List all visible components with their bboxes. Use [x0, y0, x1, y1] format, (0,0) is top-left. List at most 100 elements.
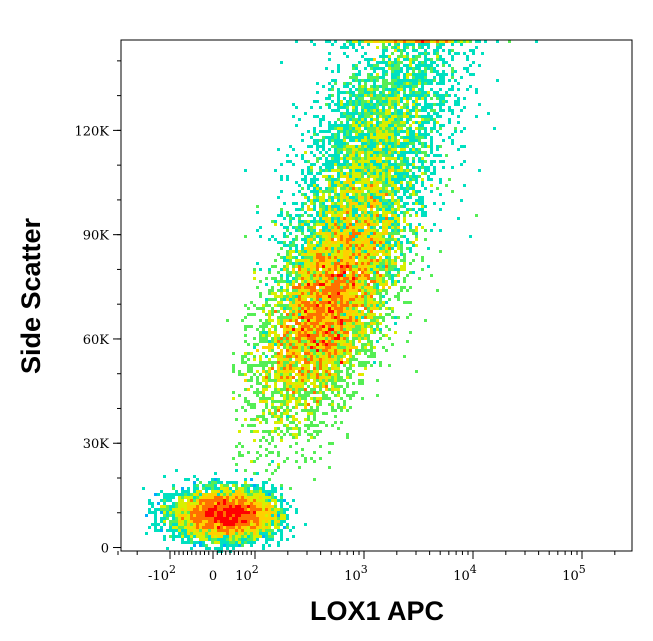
density-cell [298, 373, 301, 376]
density-cell [295, 208, 298, 211]
density-cell [427, 175, 430, 178]
density-cell [256, 349, 259, 352]
density-cell [379, 217, 382, 220]
density-cell [418, 67, 421, 70]
density-cell [328, 370, 331, 373]
density-cell [382, 97, 385, 100]
density-cell [322, 301, 325, 304]
density-cell [244, 493, 247, 496]
density-cell [376, 154, 379, 157]
density-cell [220, 487, 223, 490]
density-cell [310, 322, 313, 325]
density-cell [325, 238, 328, 241]
density-cell [322, 349, 325, 352]
density-cell [388, 199, 391, 202]
density-cell [319, 298, 322, 301]
density-cell [358, 274, 361, 277]
density-cell [409, 85, 412, 88]
density-cell [307, 235, 310, 238]
density-cell [331, 277, 334, 280]
density-cell [430, 136, 433, 139]
density-cell [247, 490, 250, 493]
density-cell [367, 271, 370, 274]
density-cell [412, 208, 415, 211]
density-cell [355, 316, 358, 319]
density-cell [382, 67, 385, 70]
density-cell [376, 223, 379, 226]
density-cell [310, 436, 313, 439]
density-cell [325, 355, 328, 358]
density-cell [397, 292, 400, 295]
density-cell [358, 226, 361, 229]
density-cell [292, 364, 295, 367]
density-cell [262, 340, 265, 343]
density-cell [376, 172, 379, 175]
density-cell [421, 88, 424, 91]
density-cell [424, 145, 427, 148]
density-cell [253, 355, 256, 358]
density-cell [373, 184, 376, 187]
density-cell [274, 490, 277, 493]
density-cell [370, 223, 373, 226]
density-cell [328, 349, 331, 352]
density-cell [430, 40, 433, 43]
density-cell [403, 103, 406, 106]
density-cell [256, 505, 259, 508]
density-cell [295, 382, 298, 385]
density-cell [325, 361, 328, 364]
density-cell [400, 268, 403, 271]
density-cell [334, 355, 337, 358]
density-cell [247, 517, 250, 520]
density-cell [334, 229, 337, 232]
density-cell [388, 238, 391, 241]
density-cell [235, 493, 238, 496]
density-cell [349, 175, 352, 178]
density-cell [268, 430, 271, 433]
density-cell [289, 373, 292, 376]
density-cell [331, 166, 334, 169]
density-cell [364, 154, 367, 157]
density-cell [346, 259, 349, 262]
density-cell [253, 391, 256, 394]
density-cell [460, 199, 463, 202]
density-cell [280, 391, 283, 394]
density-cell [313, 460, 316, 463]
density-cell [262, 436, 265, 439]
density-cell [361, 46, 364, 49]
density-cell [295, 406, 298, 409]
density-cell [205, 505, 208, 508]
density-cell [268, 490, 271, 493]
density-cell [358, 340, 361, 343]
density-cell [310, 277, 313, 280]
density-cell [352, 238, 355, 241]
density-cell [337, 373, 340, 376]
density-cell [277, 427, 280, 430]
density-cell [334, 148, 337, 151]
density-cell [418, 148, 421, 151]
density-cell [430, 178, 433, 181]
density-cell [349, 367, 352, 370]
density-cell [472, 49, 475, 52]
density-cell [394, 280, 397, 283]
density-cell [259, 517, 262, 520]
density-cell [307, 415, 310, 418]
density-cell [400, 82, 403, 85]
density-cell [358, 331, 361, 334]
density-cell [367, 145, 370, 148]
density-cell [367, 289, 370, 292]
density-cell [337, 406, 340, 409]
density-cell [310, 295, 313, 298]
density-cell [352, 250, 355, 253]
density-cell [334, 328, 337, 331]
density-cell [256, 514, 259, 517]
density-cell [295, 244, 298, 247]
density-cell [154, 493, 157, 496]
density-cell [391, 310, 394, 313]
density-cell [283, 514, 286, 517]
density-cell [409, 175, 412, 178]
density-cell [214, 490, 217, 493]
density-cell [286, 361, 289, 364]
density-cell [322, 328, 325, 331]
density-cell [331, 133, 334, 136]
density-cell [283, 310, 286, 313]
